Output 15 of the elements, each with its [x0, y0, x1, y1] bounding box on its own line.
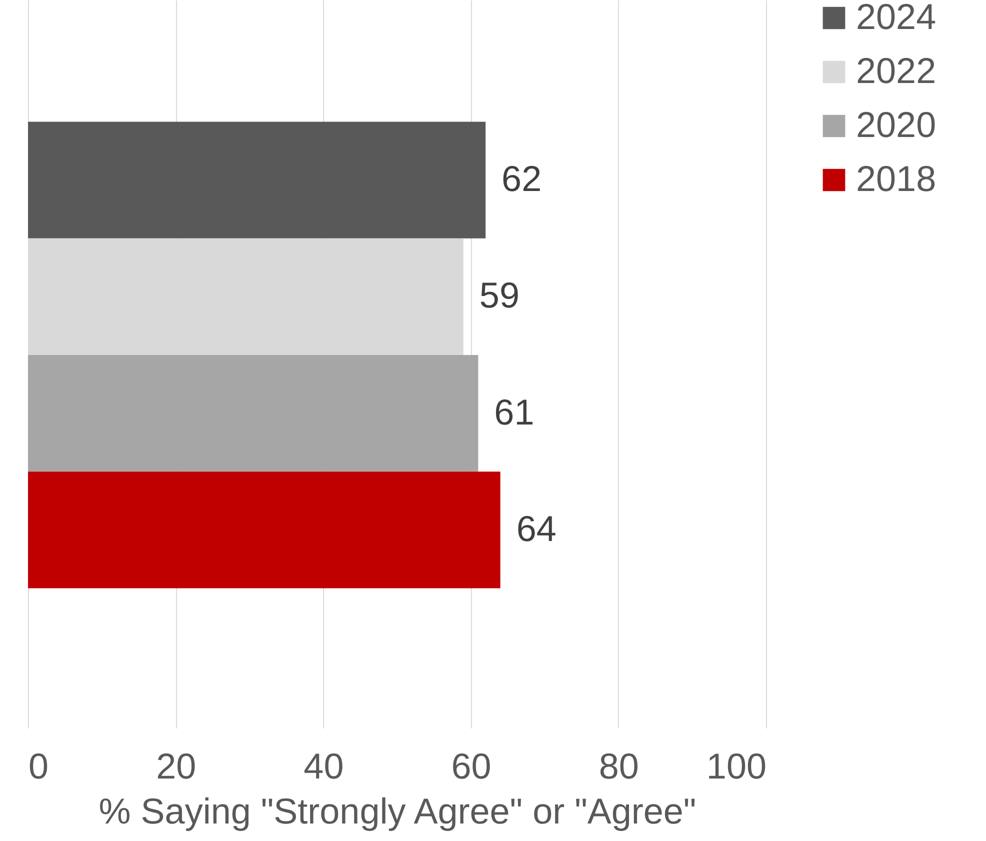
x-axis-title: % Saying "Strongly Agree" or "Agree" [98, 790, 696, 832]
x-tick-label: 40 [304, 746, 344, 786]
data-label: 62 [502, 158, 542, 200]
x-tick-label: 0 [28, 746, 49, 786]
x-tick-label: 20 [156, 746, 196, 786]
data-label: 64 [516, 508, 556, 549]
x-tick-label: 80 [598, 746, 639, 786]
x-tick-label: 60 [451, 746, 492, 786]
x-tick-label: 100 [706, 746, 766, 786]
legend-label: 2022 [856, 50, 936, 91]
legend-label: 2018 [856, 158, 936, 199]
legend-label: 2020 [856, 104, 936, 145]
data-label: 59 [479, 274, 520, 316]
legend-label: 2024 [856, 0, 936, 37]
data-label: 61 [494, 391, 534, 432]
